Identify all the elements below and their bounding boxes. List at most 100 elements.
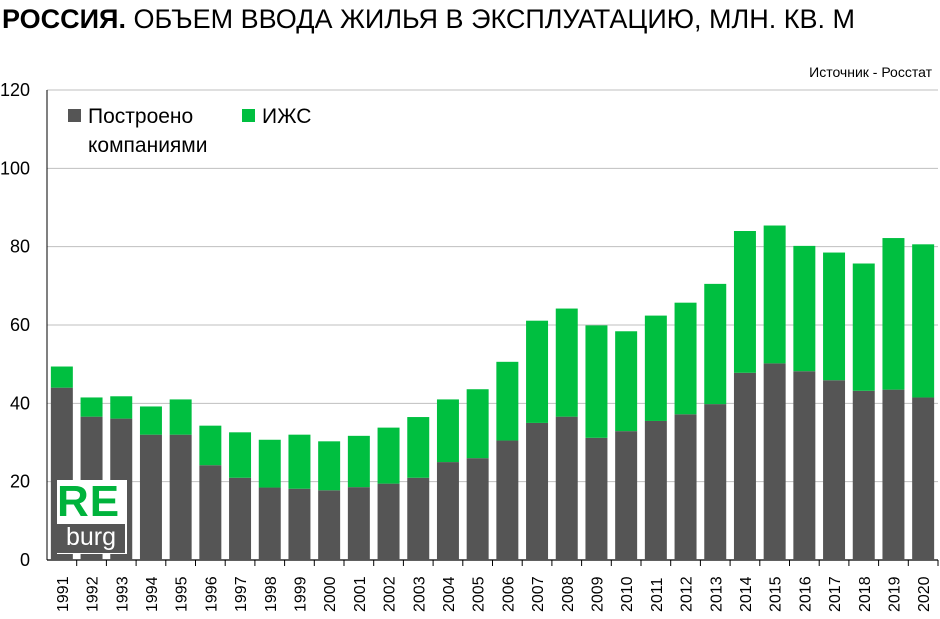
x-tick-label: 2014 bbox=[738, 576, 755, 612]
bar-izhs bbox=[436, 399, 459, 463]
bar-companies bbox=[704, 404, 727, 560]
x-tick-label: 1999 bbox=[292, 576, 309, 612]
bar-companies bbox=[466, 458, 489, 560]
x-tick-label: 2005 bbox=[471, 576, 488, 612]
bar-izhs bbox=[793, 245, 816, 372]
x-tick-label: 2012 bbox=[679, 576, 696, 612]
x-tick-label: 2004 bbox=[441, 576, 458, 612]
bar-izhs bbox=[823, 252, 846, 381]
bar-izhs bbox=[169, 399, 192, 435]
y-tick-label: 100 bbox=[0, 158, 30, 178]
bar-izhs bbox=[318, 441, 341, 491]
bar-companies bbox=[733, 372, 756, 560]
bar-izhs bbox=[139, 406, 162, 435]
bar-companies bbox=[852, 390, 875, 560]
bar-companies bbox=[377, 483, 400, 560]
bar-izhs bbox=[466, 389, 489, 459]
legend-label: компаниями bbox=[88, 134, 207, 157]
bar-izhs bbox=[229, 432, 252, 478]
bar-companies bbox=[496, 440, 519, 560]
bar-izhs bbox=[644, 315, 667, 421]
logo-re-text: RE bbox=[57, 477, 121, 526]
bar-companies bbox=[199, 465, 222, 560]
x-tick-label: 2003 bbox=[411, 576, 428, 612]
bar-companies bbox=[288, 488, 311, 560]
x-tick-label: 1991 bbox=[55, 576, 72, 612]
logo-burg-text: burg bbox=[57, 524, 125, 553]
bar-companies bbox=[229, 477, 252, 560]
title-rest: ОБЪЕМ ВВОДА ЖИЛЬЯ В ЭКСПЛУАТАЦИЮ, МЛН. К… bbox=[125, 4, 855, 34]
x-tick-label: 2000 bbox=[322, 576, 339, 612]
bar-izhs bbox=[526, 320, 549, 423]
x-tick-label: 2013 bbox=[708, 576, 725, 612]
x-tick-label: 2009 bbox=[589, 576, 606, 612]
bar-izhs bbox=[585, 325, 608, 438]
title-bold: РОССИЯ. bbox=[2, 4, 126, 34]
reburg-logo: RE burg bbox=[57, 480, 127, 554]
legend-label: ИЖС bbox=[262, 105, 311, 128]
x-tick-label: 2016 bbox=[797, 576, 814, 612]
bar-izhs bbox=[347, 435, 370, 488]
bar-izhs bbox=[882, 238, 905, 390]
bar-izhs bbox=[80, 397, 103, 417]
x-tick-label: 2018 bbox=[857, 576, 874, 612]
bar-companies bbox=[436, 462, 459, 560]
x-tick-label: 1997 bbox=[233, 576, 250, 612]
bar-izhs bbox=[407, 417, 430, 478]
bar-izhs bbox=[674, 302, 697, 415]
bar-izhs bbox=[912, 244, 935, 398]
legend-swatch bbox=[242, 109, 255, 122]
bar-izhs bbox=[288, 434, 311, 489]
bar-companies bbox=[882, 389, 905, 560]
x-tick-label: 1993 bbox=[114, 576, 131, 612]
y-tick-label: 60 bbox=[10, 315, 30, 335]
bar-companies bbox=[139, 434, 162, 560]
y-tick-label: 40 bbox=[10, 393, 30, 413]
bar-companies bbox=[555, 416, 578, 560]
x-tick-label: 2010 bbox=[619, 576, 636, 612]
legend-label: Построено bbox=[88, 105, 193, 128]
bar-companies bbox=[823, 380, 846, 560]
bar-companies bbox=[793, 371, 816, 560]
bar-companies bbox=[674, 414, 697, 560]
x-tick-label: 2020 bbox=[916, 576, 933, 612]
bar-izhs bbox=[704, 283, 727, 405]
x-tick-label: 2008 bbox=[560, 576, 577, 612]
x-tick-label: 1992 bbox=[85, 576, 102, 612]
y-tick-label: 120 bbox=[0, 80, 30, 100]
bar-companies bbox=[526, 422, 549, 560]
y-tick-label: 20 bbox=[10, 472, 30, 492]
x-tick-label: 2002 bbox=[382, 576, 399, 612]
x-tick-label: 2007 bbox=[530, 576, 547, 612]
bar-companies bbox=[912, 397, 935, 560]
bar-izhs bbox=[496, 361, 519, 441]
bar-izhs bbox=[199, 425, 222, 466]
x-tick-label: 2006 bbox=[500, 576, 517, 612]
bar-companies bbox=[615, 431, 638, 560]
x-tick-label: 2011 bbox=[649, 577, 666, 612]
x-tick-label: 2017 bbox=[827, 576, 844, 612]
x-tick-label: 1995 bbox=[174, 576, 191, 612]
bar-companies bbox=[169, 434, 192, 560]
bar-companies bbox=[407, 477, 430, 560]
bar-companies bbox=[644, 420, 667, 560]
page-title: РОССИЯ. ОБЪЕМ ВВОДА ЖИЛЬЯ В ЭКСПЛУАТАЦИЮ… bbox=[2, 4, 855, 35]
y-tick-label: 80 bbox=[10, 237, 30, 257]
x-tick-label: 1998 bbox=[263, 576, 280, 612]
bar-izhs bbox=[50, 366, 73, 388]
bar-izhs bbox=[555, 308, 578, 417]
y-tick-label: 0 bbox=[20, 550, 30, 570]
x-tick-label: 2015 bbox=[768, 576, 785, 612]
bar-izhs bbox=[852, 263, 875, 391]
bar-companies bbox=[585, 437, 608, 560]
bar-companies bbox=[318, 490, 341, 560]
bar-companies bbox=[763, 363, 786, 560]
bar-izhs bbox=[258, 439, 281, 488]
x-tick-label: 2001 bbox=[352, 576, 369, 612]
legend-swatch bbox=[68, 109, 81, 122]
bar-izhs bbox=[377, 427, 400, 484]
bar-izhs bbox=[110, 396, 133, 419]
bar-companies bbox=[258, 487, 281, 560]
bar-izhs bbox=[733, 231, 756, 373]
